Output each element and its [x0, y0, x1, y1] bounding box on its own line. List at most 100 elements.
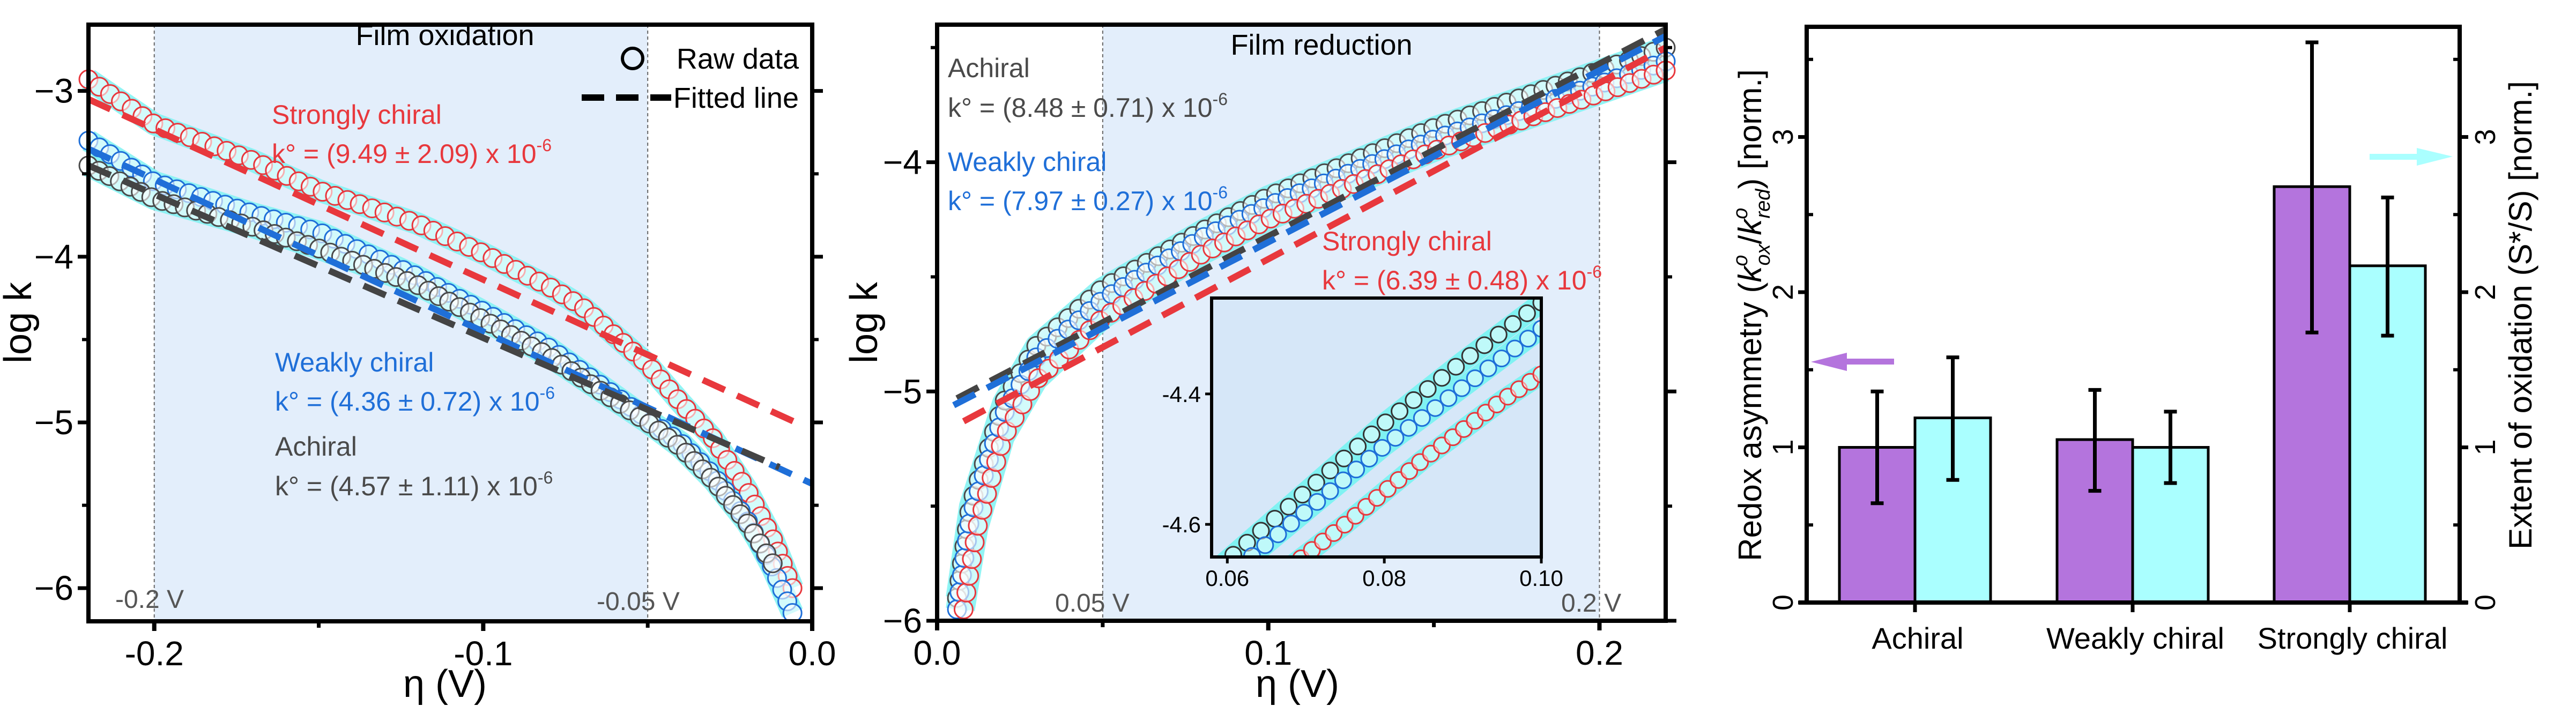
inset-data-point-achiral — [1391, 402, 1409, 420]
inset-data-point-weak — [1479, 359, 1497, 377]
inset-data-point-achiral — [1321, 462, 1339, 480]
annotation-achiral-label: Achiral — [275, 432, 357, 462]
inset-data-point-weak — [1493, 350, 1511, 368]
legend-raw-label: Raw data — [677, 43, 799, 75]
raw-data-point-strong — [962, 549, 982, 569]
fitted-line-achiral — [87, 162, 781, 470]
inset-data-point-weak — [1386, 429, 1405, 447]
category-label: Weakly chiral — [2046, 621, 2224, 655]
x-tick-label: -0.1 — [454, 634, 513, 673]
inset-data-point-weak — [1466, 369, 1484, 388]
inset-data-point-achiral — [1432, 369, 1451, 387]
left-axis-arrow-icon — [1811, 353, 1847, 371]
inset-data-point-achiral — [1475, 336, 1494, 354]
inset-data-point-achiral — [1461, 347, 1479, 365]
x-tick-label: 0.2 — [1576, 634, 1623, 672]
region-label-left: 0.05 V — [1055, 589, 1130, 618]
inset-x-tick-label: 0.08 — [1362, 566, 1406, 591]
region-label-right: -0.05 V — [597, 588, 680, 616]
y-tick-label-left: 2 — [1767, 284, 1799, 300]
inset-data-point-weak — [1269, 525, 1287, 544]
x-tick-label: 0.0 — [789, 634, 836, 673]
inset-data-point-achiral — [1280, 497, 1298, 516]
inset-x-tick-label: 0.10 — [1519, 566, 1563, 591]
plot-frame — [935, 23, 1668, 623]
x-axis-title: η (V) — [403, 663, 487, 705]
raw-data-point-strong — [959, 566, 979, 586]
inset-data-point-achiral — [1405, 391, 1423, 409]
panel-reduction: 0.0 0.1 0.2 −4 −5 −6 0.06 0.08 0.10 -4.4 -4.6 — [883, 23, 1676, 672]
y-tick-label: −6 — [883, 601, 922, 640]
inset-data-point-weak — [1519, 330, 1537, 348]
region-label-left: -0.2 V — [115, 585, 184, 614]
annotation-strong-label: Strongly chiral — [272, 100, 442, 130]
annotation-strong-k: k° = (9.49 ± 2.09) x 10-6 — [272, 136, 552, 169]
y-tick-label-left: 3 — [1767, 129, 1799, 145]
fitted-line-weak — [87, 146, 814, 487]
region-label-right: 0.2 V — [1561, 589, 1621, 618]
inset-data-point-weak — [1321, 482, 1339, 500]
inset-data-point-achiral — [1266, 510, 1284, 528]
y-tick-label-right: 2 — [2469, 284, 2501, 300]
inset-x-tick-label: 0.06 — [1205, 566, 1249, 591]
x-axis-title: η (V) — [1256, 663, 1339, 705]
inset-data-point-achiral — [1532, 298, 1541, 312]
inset-data-point-strong — [1532, 365, 1541, 383]
raw-data-point-strong — [956, 582, 977, 603]
annotation-achiral-k: k° = (8.48 ± 0.71) x 10-6 — [948, 90, 1228, 123]
x-tick-label: 0.1 — [1244, 634, 1292, 672]
fitted-line-strong — [962, 44, 1667, 425]
legend-fit-label: Fitted line — [673, 82, 799, 114]
x-tick-label: 0.0 — [914, 634, 961, 672]
inset-data-point-achiral — [1335, 449, 1353, 467]
chart-title-reduction: Film reduction — [1230, 29, 1412, 61]
panel-bar: Achiral Weakly chiral Strongly chiral 0 0 1 1 2… — [1767, 25, 2501, 655]
inset-data — [1215, 298, 1541, 557]
y-axis-title: log k — [0, 281, 40, 363]
annotation-achiral-k: k° = (4.57 ± 1.11) x 10-6 — [275, 468, 553, 501]
y-axis-title-right: Extent of oxidation (S*/S) [norm.] — [2503, 81, 2538, 549]
y-tick-label-right: 3 — [2469, 129, 2501, 145]
inset-data-point-achiral — [1489, 325, 1508, 344]
y-axis-title: log k — [843, 281, 886, 363]
fitted-line-weak — [952, 33, 1667, 408]
y-tick-label: −3 — [34, 72, 73, 110]
inset-data-point-weak — [1506, 339, 1524, 358]
inset-data-point-weak — [1400, 419, 1418, 437]
inset-data-point-achiral — [1307, 473, 1325, 492]
raw-data-point-achiral — [762, 553, 783, 574]
inset-data-point-achiral — [1447, 358, 1465, 376]
left-axis-arrow-shaft — [1844, 359, 1894, 365]
category-label: Achiral — [1872, 621, 1963, 655]
inset-data-point-achiral — [1504, 315, 1522, 333]
y-tick-label-right: 1 — [2469, 439, 2501, 455]
legend-raw-marker — [621, 47, 644, 70]
inset-data-point-weak — [1413, 409, 1431, 427]
inset-plot: 0.06 0.08 0.10 -4.4 -4.6 — [1162, 296, 1563, 591]
shaded-fit-region — [154, 25, 648, 621]
inset-data-point-weak — [1453, 379, 1471, 397]
inset-data-point-achiral — [1293, 486, 1311, 504]
y-tick-label-left: 1 — [1767, 439, 1799, 455]
inset-data-point-achiral — [1362, 425, 1380, 443]
raw-data-point-strong — [964, 532, 985, 553]
y-tick-label: −6 — [34, 569, 73, 607]
fitted-line-achiral — [955, 26, 1667, 402]
panel-oxidation: -0.2 -0.1 0.0 −3 −4 −5 −6 — [34, 23, 836, 673]
inset-y-tick-label: -4.4 — [1162, 382, 1201, 407]
x-tick-label: -0.2 — [125, 634, 184, 673]
inset-data-point-weak — [1256, 536, 1274, 554]
inset-data-point-weak — [1308, 493, 1326, 511]
chart-title-oxidation: Film oxidation — [355, 19, 534, 51]
inset-data-point-weak — [1426, 399, 1444, 417]
inset-data-point-weak — [1532, 319, 1541, 338]
inset-frame — [1210, 296, 1543, 559]
inset-data-point-weak — [1439, 389, 1458, 407]
annotation-weak-k: k° = (7.97 ± 0.27) x 10-6 — [948, 183, 1228, 216]
plot-frame — [86, 23, 814, 623]
y-axis-title-left: Redox asymmetry (koox/kored) [norm.] — [1729, 69, 1775, 561]
inset-data-point-achiral — [1518, 304, 1536, 322]
annotation-weak-k: k° = (4.36 ± 0.72) x 10-6 — [275, 383, 555, 417]
inset-data-point-achiral — [1252, 522, 1270, 540]
y-tick-label: −4 — [34, 237, 73, 276]
